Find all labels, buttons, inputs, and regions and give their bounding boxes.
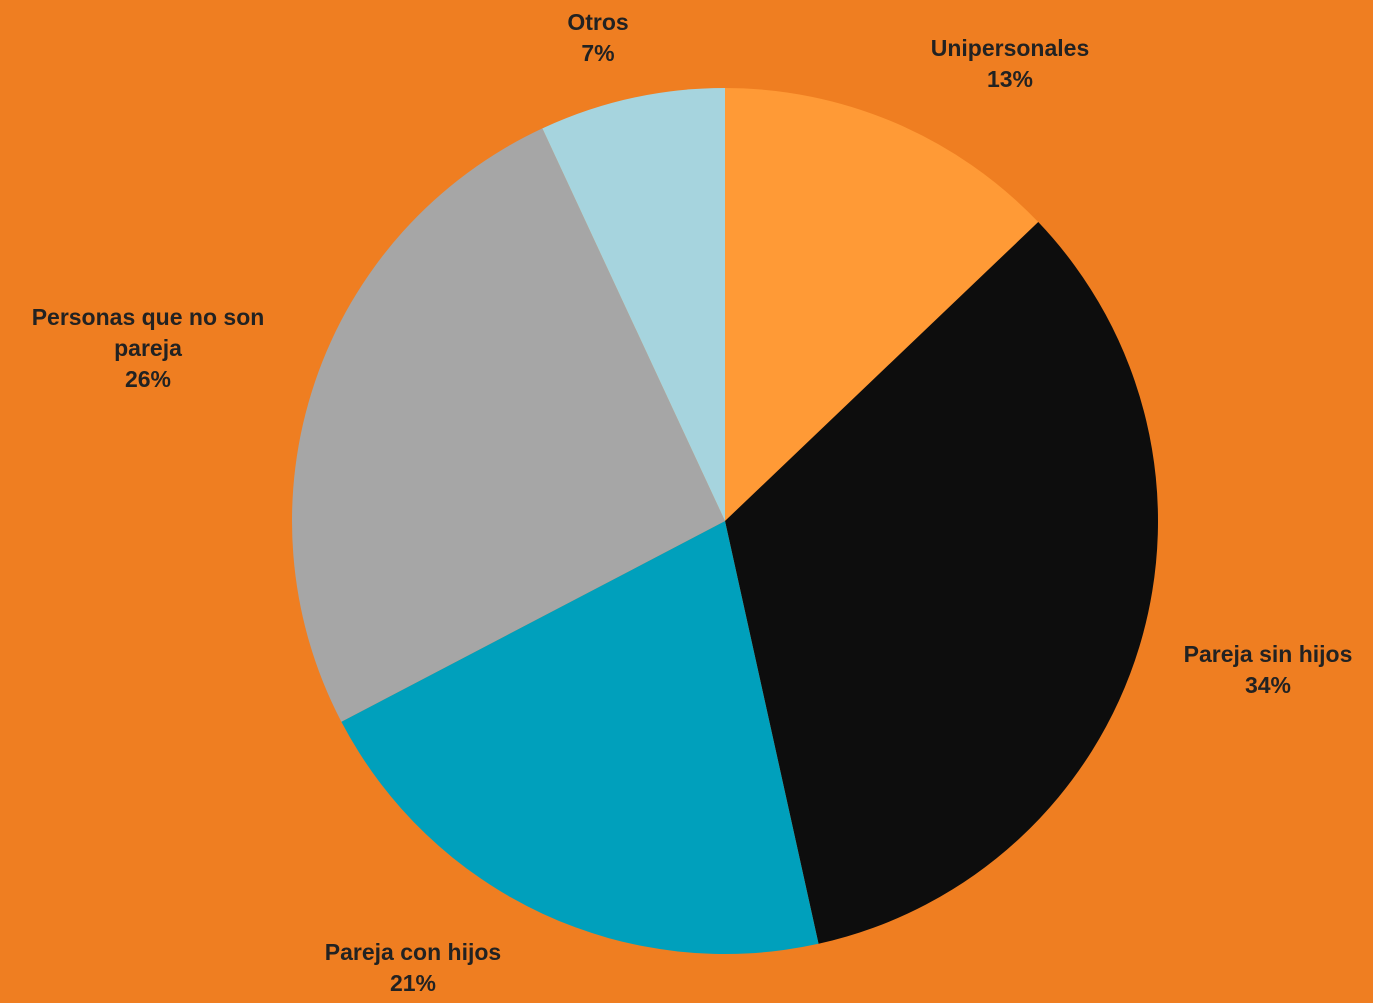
data-label-otros: Otros 7%: [567, 9, 628, 66]
data-label-percent: 13%: [987, 66, 1033, 92]
pie-slice-pareja-sin-hijos: [725, 222, 1159, 944]
data-label-category: Pareja sin hijos: [1184, 641, 1353, 667]
data-label-percent: 7%: [581, 40, 614, 66]
pie-slices: [292, 88, 1159, 955]
data-label-category: Personas que no son: [32, 304, 265, 330]
pie-slice-pareja-con-hijos: [341, 521, 819, 955]
pie-slice-otros: [542, 88, 725, 521]
data-label-pareja-sin-hijos: Pareja sin hijos 34%: [1184, 641, 1353, 698]
pie-labels: Unipersonales 13%Pareja sin hijos 34%Parej…: [32, 9, 1353, 996]
pie-slice-unipersonales: [725, 88, 1039, 521]
data-label-personas-que-no-son-pareja: Personas que no son pareja 26%: [32, 304, 265, 392]
data-label-unipersonales: Unipersonales 13%: [931, 35, 1090, 92]
data-label-percent: 26%: [125, 366, 171, 392]
data-label-category: Unipersonales: [931, 35, 1090, 61]
data-label-percent: 21%: [390, 970, 436, 996]
data-label-category: pareja: [114, 335, 182, 361]
pie-slice-personas-que-no-son-pareja: [292, 128, 725, 722]
data-label-category: Otros: [567, 9, 628, 35]
data-label-percent: 34%: [1245, 672, 1291, 698]
data-label-pareja-con-hijos: Pareja con hijos 21%: [325, 939, 501, 996]
data-label-category: Pareja con hijos: [325, 939, 501, 965]
